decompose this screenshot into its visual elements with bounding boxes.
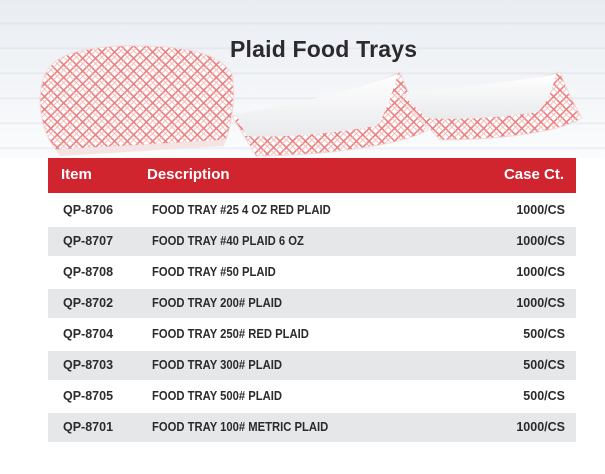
product-table: QP-8706 FOOD TRAY #25 4 OZ RED PLAID 100… xyxy=(48,196,576,444)
case-count: 500/CS xyxy=(523,389,565,403)
column-header-description: Description xyxy=(147,166,230,183)
case-count: 1000/CS xyxy=(516,296,565,310)
table-row: QP-8708 FOOD TRAY #50 PLAID 1000/CS xyxy=(48,258,576,287)
item-description: FOOD TRAY 200# PLAID xyxy=(152,296,283,310)
table-row: QP-8705 FOOD TRAY 500# PLAID 500/CS xyxy=(48,382,576,411)
table-header: Item Description Case Ct. xyxy=(48,158,576,193)
item-code: QP-8702 xyxy=(63,296,114,310)
item-code: QP-8708 xyxy=(63,265,114,279)
food-trays-illustration xyxy=(39,45,583,157)
table-row: QP-8703 FOOD TRAY 300# PLAID 500/CS xyxy=(48,351,576,380)
case-count: 500/CS xyxy=(523,327,565,341)
case-count: 1000/CS xyxy=(516,420,565,434)
item-code: QP-8706 xyxy=(63,203,114,217)
table-row: QP-8701 FOOD TRAY 100# METRIC PLAID 1000… xyxy=(48,413,576,442)
inverted-tray-image xyxy=(39,45,235,151)
item-code: QP-8704 xyxy=(63,327,114,341)
table-row: QP-8706 FOOD TRAY #25 4 OZ RED PLAID 100… xyxy=(48,196,576,225)
item-description: FOOD TRAY #25 4 OZ RED PLAID xyxy=(152,203,331,217)
item-code: QP-8705 xyxy=(63,389,114,403)
item-description: FOOD TRAY 300# PLAID xyxy=(152,358,283,372)
table-row: QP-8704 FOOD TRAY 250# RED PLAID 500/CS xyxy=(48,320,576,349)
case-count: 500/CS xyxy=(523,358,565,372)
item-description: FOOD TRAY #50 PLAID xyxy=(152,265,276,279)
column-header-case-count: Case Ct. xyxy=(503,166,564,183)
case-count: 1000/CS xyxy=(516,203,565,217)
item-description: FOOD TRAY #40 PLAID 6 OZ xyxy=(152,234,304,248)
item-description: FOOD TRAY 500# PLAID xyxy=(152,389,283,403)
table-row: QP-8702 FOOD TRAY 200# PLAID 1000/CS xyxy=(48,289,576,318)
item-code: QP-8701 xyxy=(63,420,114,434)
hero-banner: Plaid Food Trays xyxy=(0,0,605,158)
item-code: QP-8703 xyxy=(63,358,114,372)
table-row: QP-8707 FOOD TRAY #40 PLAID 6 OZ 1000/CS xyxy=(48,227,576,256)
case-count: 1000/CS xyxy=(516,234,565,248)
item-description: FOOD TRAY 100# METRIC PLAID xyxy=(152,420,329,434)
page-title: Plaid Food Trays xyxy=(230,36,418,62)
column-header-item: Item xyxy=(61,166,92,183)
case-count: 1000/CS xyxy=(516,265,565,279)
item-description: FOOD TRAY 250# RED PLAID xyxy=(152,327,309,341)
item-code: QP-8707 xyxy=(63,234,114,248)
